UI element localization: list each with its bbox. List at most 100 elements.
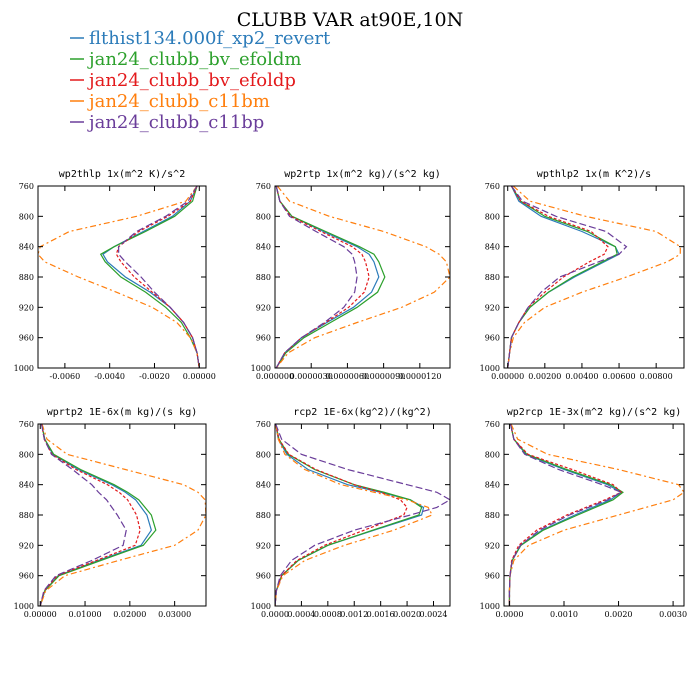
y-tick-label: 800: [19, 212, 34, 221]
y-tick-label: 920: [256, 303, 271, 312]
figure-title: CLUBB VAR at90E,10N: [237, 9, 463, 31]
y-tick-label: 840: [19, 243, 34, 252]
legend-label: jan24_clubb_c11bp: [87, 112, 264, 133]
series-line: [118, 186, 200, 368]
series-line: [102, 186, 200, 368]
y-tick-label: 760: [485, 420, 500, 429]
panel: wp2thlp 1x(m^2 K)/s^2 760 800 840 880 920 960 1…: [14, 169, 216, 381]
series-line: [39, 424, 127, 606]
series-line: [275, 424, 450, 606]
x-tick-label: 0.0016: [367, 610, 395, 619]
panel: wpthlp2 1x(m K^2)/s 760 800 840 880 920 960 100…: [480, 169, 685, 381]
y-tick-label: 960: [485, 334, 500, 343]
y-tick-label: 840: [19, 481, 34, 490]
y-tick-label: 1000: [14, 364, 34, 373]
series-line: [275, 186, 370, 368]
panels: wp2thlp 1x(m^2 K)/s^2 760 800 840 880 920 960 1…: [14, 169, 687, 619]
series-line: [39, 424, 157, 606]
x-tick-label: 0.00800: [640, 372, 673, 381]
series-line: [275, 424, 408, 606]
x-tick-label: 0.0012: [340, 610, 368, 619]
y-tick-label: 880: [256, 511, 271, 520]
x-tick-label: 0.0024: [419, 610, 447, 619]
x-tick-label: 0.03000: [158, 610, 191, 619]
y-tick-label: 880: [485, 511, 500, 520]
y-tick-label: 920: [19, 541, 34, 550]
y-tick-label: 960: [256, 334, 271, 343]
x-tick-label: 0.02000: [113, 610, 146, 619]
series-line: [508, 424, 623, 606]
series-line: [507, 186, 628, 368]
y-tick-label: 960: [19, 334, 34, 343]
y-tick-label: 880: [256, 273, 271, 282]
panel: wp2rcp 1E-3x(m^2 kg)/(s^2 kg) 760 800 840 88…: [480, 407, 687, 619]
panel-title: rcp2 1E-6x(kg^2)/(kg^2): [293, 407, 431, 418]
x-tick-label: -0.0020: [139, 372, 170, 381]
y-tick-label: 920: [485, 541, 500, 550]
series-line: [275, 186, 386, 368]
series-line: [275, 424, 423, 606]
legend-label: jan24_clubb_c11bm: [87, 91, 270, 112]
y-tick-label: 840: [485, 243, 500, 252]
y-tick-label: 920: [256, 541, 271, 550]
y-tick-label: 880: [485, 273, 500, 282]
panel-title: wprtp2 1E-6x(m kg)/(s kg): [47, 407, 198, 418]
plot-frame: [274, 423, 451, 607]
y-tick-label: 880: [19, 511, 34, 520]
y-tick-label: 840: [256, 481, 271, 490]
y-tick-label: 760: [19, 420, 34, 429]
x-tick-label: 0.0000090: [362, 372, 405, 381]
series-line: [275, 186, 380, 368]
series-line: [38, 186, 200, 368]
panel-title: wp2rcp 1E-3x(m^2 kg)/(s^2 kg): [507, 407, 682, 418]
series-line: [115, 186, 200, 368]
x-tick-label: 0.01000: [68, 610, 101, 619]
series-line: [508, 424, 684, 606]
y-tick-label: 960: [485, 572, 500, 581]
x-tick-label: 0.0020: [605, 610, 633, 619]
y-tick-label: 760: [19, 182, 34, 191]
series-line: [275, 186, 450, 368]
series-line: [508, 424, 623, 606]
series-line: [507, 186, 618, 368]
y-tick-label: 1000: [251, 602, 271, 611]
x-tick-label: 0.0000120: [398, 372, 441, 381]
x-tick-label: 0.0020: [393, 610, 421, 619]
y-tick-label: 1000: [480, 364, 500, 373]
x-tick-label: 0.00000: [24, 610, 57, 619]
panel: rcp2 1E-6x(kg^2)/(kg^2) 760 800 840 880 920 96…: [251, 407, 451, 619]
y-tick-label: 840: [256, 243, 271, 252]
panel-title: wpthlp2 1x(m K^2)/s: [537, 169, 651, 180]
legend-label: jan24_clubb_bv_efoldm: [87, 49, 301, 70]
y-tick-label: 960: [19, 572, 34, 581]
y-tick-label: 1000: [251, 364, 271, 373]
series-line: [507, 186, 609, 368]
x-tick-label: 0.0008: [314, 610, 342, 619]
legend-item: jan24_clubb_bv_efoldm: [70, 49, 301, 70]
y-tick-label: 840: [485, 481, 500, 490]
panel: wprtp2 1E-6x(m kg)/(s kg) 760 800 840 880 920…: [14, 407, 207, 619]
legend: flthist134.000f_xp2_revertjan24_clubb_bv…: [70, 28, 331, 133]
x-tick-label: 0.00000: [491, 372, 524, 381]
y-tick-label: 960: [256, 572, 271, 581]
x-tick-label: 0.0004: [287, 610, 315, 619]
x-tick-label: 0.00200: [528, 372, 561, 381]
x-tick-label: 0.000000: [256, 372, 294, 381]
series-line: [99, 186, 200, 368]
y-tick-label: 800: [256, 212, 271, 221]
y-tick-label: 760: [256, 182, 271, 191]
panel-title: wp2thlp 1x(m^2 K)/s^2: [59, 169, 185, 180]
plot-frame: [503, 423, 685, 607]
y-tick-label: 800: [485, 450, 500, 459]
panel: wp2rtp 1x(m^2 kg)/(s^2 kg) 760 800 840 880 92…: [251, 169, 451, 381]
x-tick-label: -0.0040: [94, 372, 125, 381]
x-tick-label: 0.0000: [261, 610, 289, 619]
panel-title: wp2rtp 1x(m^2 kg)/(s^2 kg): [284, 169, 441, 180]
y-tick-label: 1000: [480, 602, 500, 611]
x-tick-label: 0.0030: [659, 610, 687, 619]
y-tick-label: 880: [19, 273, 34, 282]
legend-item: flthist134.000f_xp2_revert: [70, 28, 331, 49]
y-tick-label: 760: [485, 182, 500, 191]
x-tick-label: 0.0010: [550, 610, 578, 619]
